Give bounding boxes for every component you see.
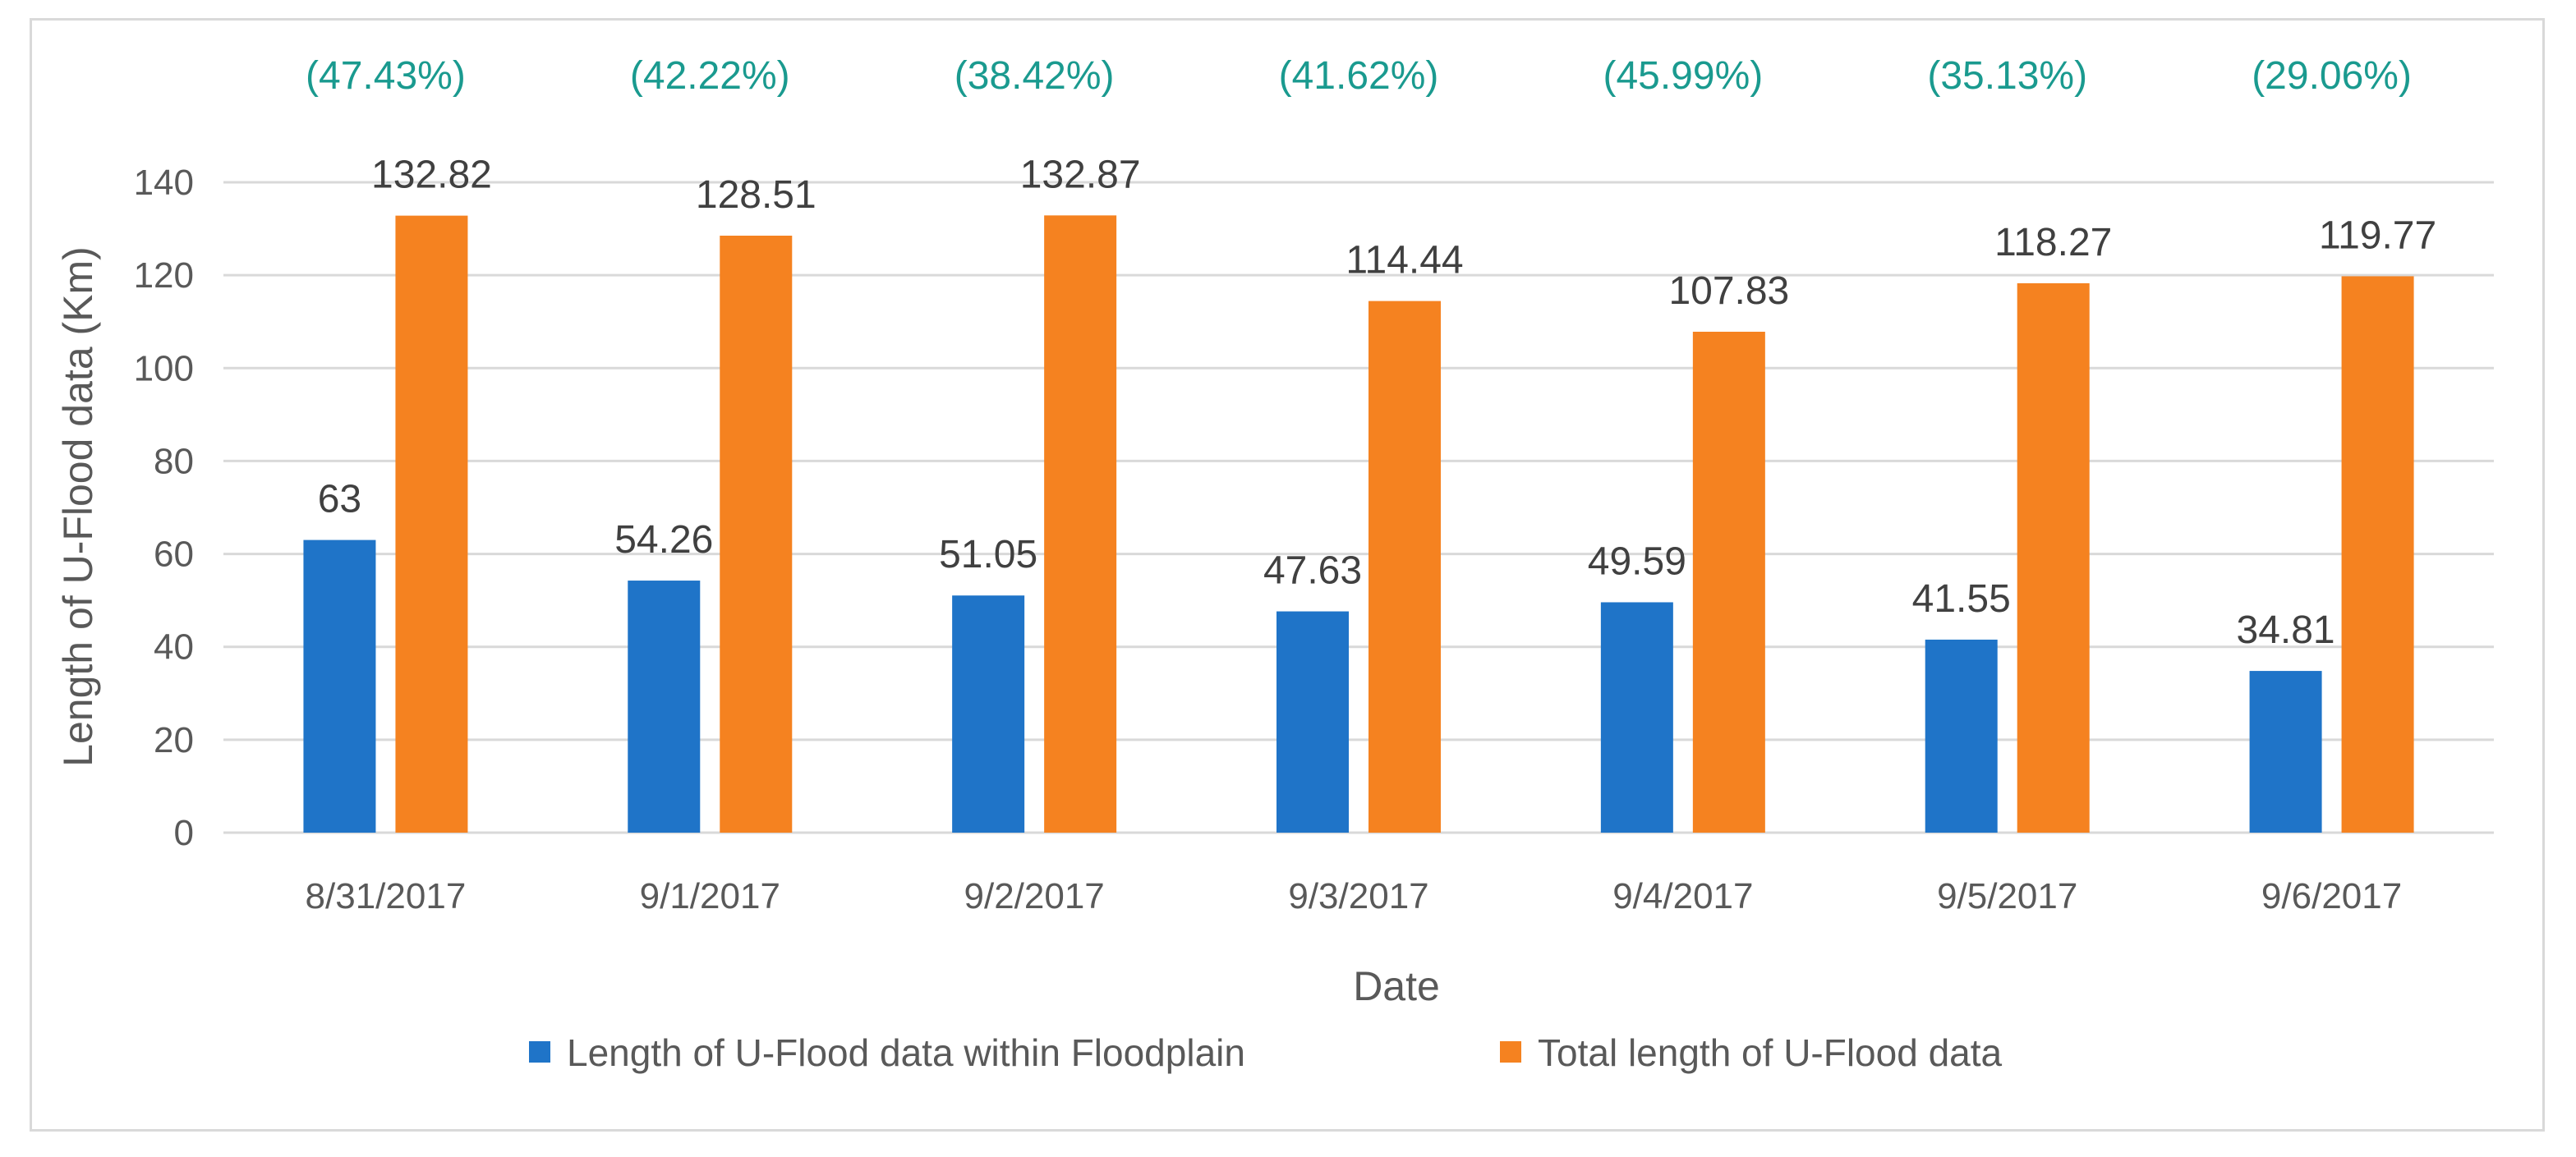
x-axis-ticks: 8/31/2017 9/1/2017 9/2/2017 9/3/2017 9/4/201… (306, 876, 2403, 916)
x-tick-label: 9/5/2017 (1937, 876, 2077, 916)
bar-floodplain (303, 539, 376, 833)
y-tick-label: 60 (154, 535, 194, 575)
percentage-annotation: (42.22%) (630, 54, 790, 98)
y-axis-ticks: 0 20 40 60 80 100 120 140 (134, 163, 194, 853)
x-tick-label: 9/1/2017 (640, 876, 780, 916)
bar-floodplain (1276, 611, 1349, 833)
x-tick-label: 9/2/2017 (964, 876, 1105, 916)
data-label-total: 119.77 (2319, 213, 2436, 257)
bars (303, 215, 2414, 833)
data-label-floodplain: 34.81 (2237, 608, 2335, 652)
y-tick-label: 40 (154, 627, 194, 668)
bar-floodplain (628, 581, 701, 833)
bar-floodplain (952, 595, 1025, 833)
data-label-total: 132.82 (371, 154, 492, 197)
y-tick-label: 100 (134, 348, 194, 388)
y-tick-label: 140 (134, 163, 194, 203)
legend-label-floodplain: Length of U-Flood data within Floodplain (567, 1031, 1245, 1074)
data-label-total: 128.51 (696, 173, 816, 217)
x-tick-label: 8/31/2017 (306, 876, 467, 916)
legend-swatch-floodplain (529, 1041, 550, 1063)
legend-swatch-total (1500, 1041, 1521, 1063)
data-label-floodplain: 51.05 (939, 533, 1037, 576)
data-labels: 63 132.82 54.26 128.51 51.05 132.87 47.63 114.4… (318, 153, 2436, 652)
bar-total (395, 215, 468, 833)
x-tick-label: 9/4/2017 (1612, 876, 1753, 916)
y-tick-label: 0 (174, 813, 194, 853)
data-label-floodplain: 49.59 (1588, 539, 1686, 583)
percentage-annotation: (35.13%) (1927, 54, 2087, 98)
bar-total (2017, 282, 2090, 833)
bar-total (720, 236, 793, 833)
bar-total (2341, 276, 2414, 833)
y-tick-label: 80 (154, 441, 194, 481)
legend: Length of U-Flood data within Floodplain… (529, 1031, 2003, 1074)
percentage-annotation: (38.42%) (954, 54, 1115, 98)
bar-floodplain (2249, 671, 2322, 833)
data-label-floodplain: 54.26 (614, 518, 713, 562)
bar-floodplain (1600, 602, 1673, 833)
percentage-annotation: (29.06%) (2252, 54, 2412, 98)
x-axis-title: Date (1353, 963, 1440, 1009)
data-label-floodplain: 47.63 (1263, 549, 1362, 593)
percentage-annotation: (45.99%) (1603, 54, 1763, 98)
bar-floodplain (1925, 639, 1998, 833)
percentage-annotations: (47.43%) (42.22%) (38.42%) (41.62%) (45.99%)… (306, 54, 2412, 98)
y-axis-title: Length of U-Flood data (Km) (55, 246, 101, 767)
x-tick-label: 9/3/2017 (1288, 876, 1428, 916)
bar-total (1044, 215, 1117, 833)
data-label-total: 118.27 (1994, 221, 2112, 264)
legend-label-total: Total length of U-Flood data (1538, 1031, 2003, 1074)
data-label-floodplain: 63 (318, 478, 361, 521)
bar-total (1368, 301, 1441, 833)
y-tick-label: 120 (134, 255, 194, 296)
gridlines (223, 181, 2494, 834)
data-label-floodplain: 41.55 (1912, 577, 2011, 621)
y-tick-label: 20 (154, 720, 194, 760)
x-tick-label: 9/6/2017 (2261, 876, 2402, 916)
percentage-annotation: (47.43%) (306, 54, 466, 98)
data-label-total: 107.83 (1668, 269, 1789, 313)
data-label-total: 114.44 (1346, 239, 1463, 282)
percentage-annotation: (41.62%) (1279, 54, 1439, 98)
data-label-total: 132.87 (1020, 153, 1141, 196)
bar-total (1692, 331, 1765, 833)
